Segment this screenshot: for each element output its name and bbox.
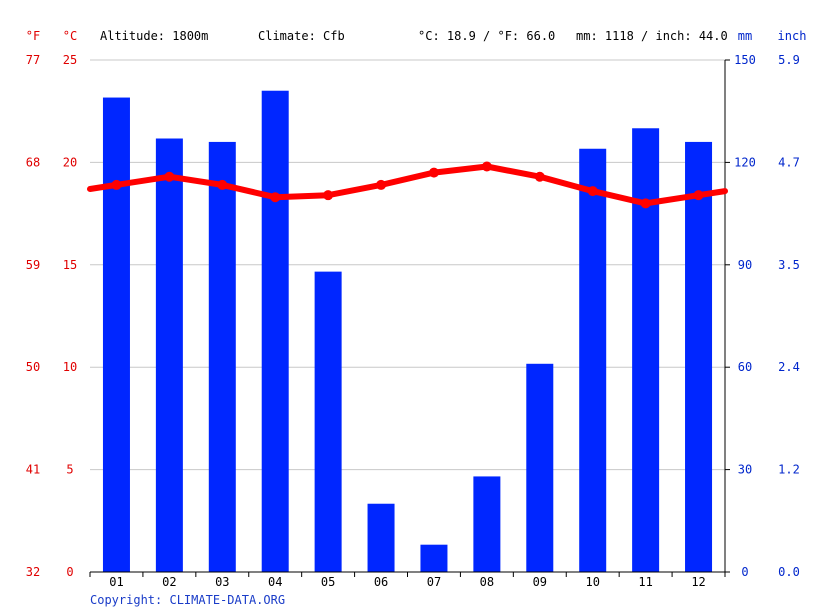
temperature-point (587, 186, 598, 197)
month-tick-label: 09 (533, 575, 547, 589)
climate-label: Climate: Cfb (258, 29, 345, 43)
precipitation-bar (526, 363, 554, 572)
month-tick-label: 11 (638, 575, 652, 589)
temperature-line (87, 161, 728, 209)
precipitation-bar (208, 141, 236, 573)
celsius-tick-label: 0 (66, 565, 73, 579)
precipitation-bar (473, 476, 501, 572)
temperature-point (376, 179, 387, 190)
temperature-point (481, 161, 492, 172)
fahrenheit-tick-label: 41 (26, 463, 40, 477)
celsius-tick-label: 10 (63, 360, 77, 374)
precipitation-bar (102, 97, 130, 573)
mm-tick-label: 60 (738, 360, 752, 374)
month-tick-label: 06 (374, 575, 388, 589)
mm-unit-label: mm (738, 29, 752, 43)
precipitation-bar (420, 544, 448, 572)
mm-tick-label: 0 (741, 565, 748, 579)
tick-labels: 32 0 0 0.041 5 30 1.250 10 60 2.459 15 90 3.568 20 120… (26, 53, 800, 589)
temperature-line-path (87, 163, 728, 207)
temperature-point (640, 198, 651, 209)
precipitation-bar (632, 128, 660, 572)
altitude-label: Altitude: 1800m (100, 29, 208, 43)
precipitation-bar (261, 90, 289, 572)
mm-tick-label: 90 (738, 258, 752, 272)
inch-tick-label: 3.5 (778, 258, 800, 272)
fahrenheit-tick-label: 32 (26, 565, 40, 579)
celsius-tick-label: 20 (63, 155, 77, 169)
celsius-tick-label: 25 (63, 53, 77, 67)
month-tick-label: 04 (268, 575, 282, 589)
celsius-tick-label: 5 (66, 463, 73, 477)
temperature-point (693, 190, 704, 201)
precipitation-bar (579, 148, 607, 572)
precipitation-summary: mm: 1118 / inch: 44.0 (576, 29, 728, 43)
inch-tick-label: 4.7 (778, 155, 800, 169)
inch-tick-label: 5.9 (778, 53, 800, 67)
celsius-tick-label: 15 (63, 258, 77, 272)
axes (89, 59, 730, 577)
mm-tick-label: 30 (738, 463, 752, 477)
celsius-unit-label: °C (63, 29, 77, 43)
month-tick-label: 05 (321, 575, 335, 589)
month-tick-label: 08 (480, 575, 494, 589)
temperature-point (428, 167, 439, 178)
month-tick-label: 02 (162, 575, 176, 589)
gridlines (90, 59, 725, 471)
precipitation-bar (155, 138, 183, 573)
precipitation-bars (102, 90, 713, 573)
fahrenheit-tick-label: 77 (26, 53, 40, 67)
mm-tick-label: 120 (734, 155, 756, 169)
inch-tick-label: 2.4 (778, 360, 800, 374)
inch-unit-label: inch (778, 29, 807, 43)
inch-tick-label: 0.0 (778, 565, 800, 579)
temperature-summary: °C: 18.9 / °F: 66.0 (418, 29, 555, 43)
fahrenheit-tick-label: 59 (26, 258, 40, 272)
temperature-point (111, 179, 122, 190)
month-tick-label: 03 (215, 575, 229, 589)
precipitation-bar (314, 271, 342, 572)
precipitation-bar (367, 503, 395, 572)
temperature-point (534, 171, 545, 182)
month-tick-label: 12 (691, 575, 705, 589)
month-tick-label: 01 (109, 575, 123, 589)
temperature-point (164, 171, 175, 182)
fahrenheit-unit-label: °F (26, 29, 40, 43)
fahrenheit-tick-label: 50 (26, 360, 40, 374)
copyright-text: Copyright: CLIMATE-DATA.ORG (90, 593, 285, 607)
temperature-point (217, 179, 228, 190)
fahrenheit-tick-label: 68 (26, 155, 40, 169)
month-tick-label: 07 (427, 575, 441, 589)
mm-tick-label: 150 (734, 53, 756, 67)
inch-tick-label: 1.2 (778, 463, 800, 477)
month-tick-label: 10 (585, 575, 599, 589)
precipitation-bar (685, 141, 713, 573)
temperature-point (270, 192, 281, 203)
temperature-point (323, 190, 334, 201)
